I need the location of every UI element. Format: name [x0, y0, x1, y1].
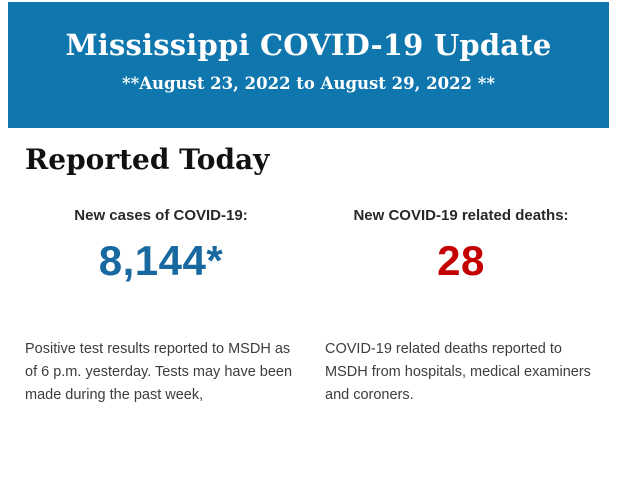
stat-new-deaths: New COVID-19 related deaths: 28 COVID-19…: [325, 207, 597, 407]
stat-new-cases: New cases of COVID-19: 8,144* Positive t…: [25, 207, 297, 407]
new-deaths-description: COVID-19 related deaths reported to MSDH…: [325, 341, 591, 404]
section-heading: Reported Today: [25, 143, 270, 176]
new-deaths-value: 28: [437, 237, 485, 285]
new-deaths-label: New COVID-19 related deaths:: [353, 207, 569, 225]
banner-title: Mississippi COVID-19 Update: [65, 28, 552, 63]
banner-subtitle: **August 23, 2022 to August 29, 2022 **: [121, 74, 496, 94]
new-cases-value: 8,144*: [98, 237, 224, 285]
new-cases-label: New cases of COVID-19:: [74, 207, 248, 225]
new-cases-description: Positive test results reported to MSDH a…: [25, 341, 293, 404]
header-banner: Mississippi COVID-19 Update **August 23,…: [8, 2, 609, 128]
stats-grid: New cases of COVID-19: 8,144* Positive t…: [0, 207, 620, 407]
